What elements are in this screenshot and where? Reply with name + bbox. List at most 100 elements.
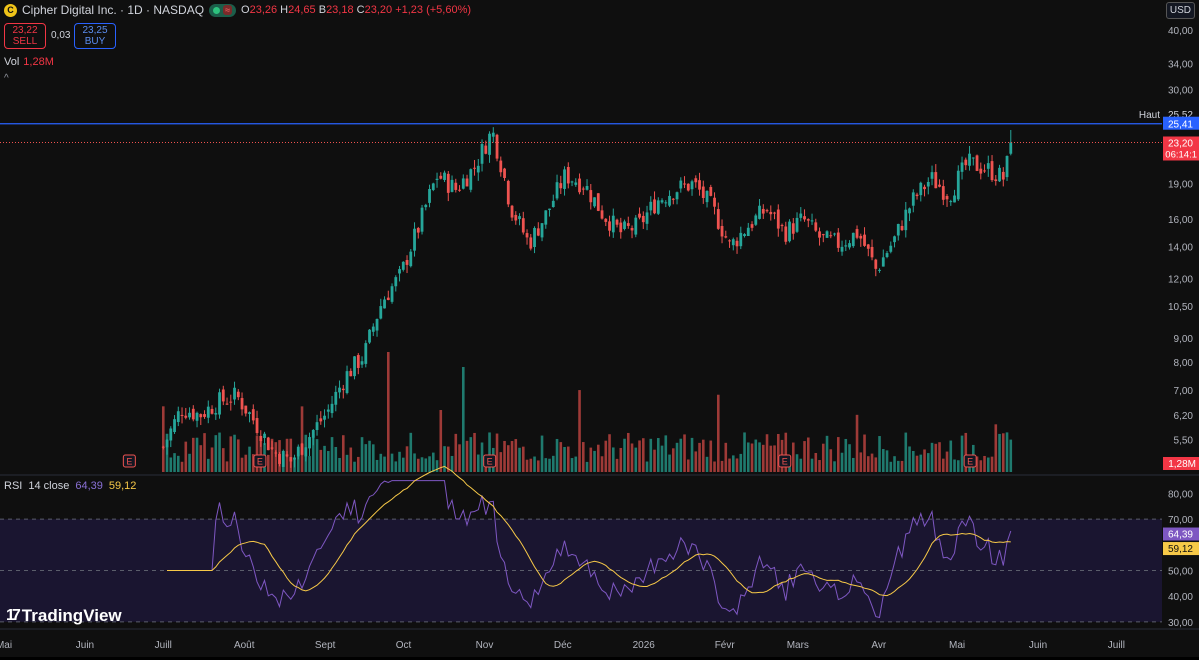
candle-body: [694, 178, 698, 183]
high-value: 25,52: [1168, 110, 1193, 121]
volume-bar: [544, 458, 548, 472]
candle: [450, 175, 454, 193]
candle-body: [371, 326, 375, 332]
candle-body: [934, 172, 938, 189]
collapse-legend-icon[interactable]: ^: [4, 73, 9, 84]
candle: [810, 213, 814, 225]
candle-body: [405, 260, 409, 265]
market-status-pill[interactable]: ≈: [209, 3, 237, 17]
candle: [165, 439, 169, 455]
price-tick-label: 16,00: [1168, 215, 1193, 226]
volume-bar: [424, 458, 428, 472]
candle-body: [203, 414, 206, 417]
candle: [908, 207, 911, 222]
candle: [844, 239, 848, 252]
candle: [765, 208, 769, 213]
tradingview-logo[interactable]: 17 TradingView: [6, 606, 122, 626]
time-tick-label: Déc: [554, 640, 572, 651]
volume-bar: [1009, 439, 1013, 472]
candle: [626, 216, 630, 229]
candle-body: [529, 237, 533, 249]
candle-body: [360, 361, 364, 365]
volume-bar: [195, 437, 199, 472]
rsi-legend[interactable]: RSI 14 close 64,39 59,12: [4, 480, 136, 492]
candle-body: [578, 178, 581, 193]
candle: [994, 175, 998, 186]
candle-body: [589, 190, 593, 203]
candle-body: [319, 418, 323, 422]
currency-button[interactable]: USD: [1165, 2, 1195, 19]
rsi-tick-label: 70,00: [1168, 515, 1193, 526]
volume-bar: [334, 446, 338, 472]
candle-body: [818, 231, 821, 238]
volume-bar: [409, 432, 413, 472]
candle-body: [893, 236, 896, 243]
candle-body: [836, 232, 840, 248]
candle: [566, 162, 570, 189]
volume-bar: [761, 444, 765, 472]
volume-bar: [296, 450, 300, 472]
price-tick-label: 19,00: [1168, 180, 1193, 191]
volume-bar: [855, 414, 859, 472]
candle: [338, 380, 341, 399]
sell-button[interactable]: 23,22 SELL: [4, 23, 46, 49]
candle-body: [180, 414, 184, 416]
candle-body: [285, 454, 289, 457]
candle-body: [428, 188, 431, 203]
ohlc-close-value: 23,20: [364, 4, 393, 16]
volume-bar: [941, 458, 945, 472]
volume-bar: [255, 435, 259, 472]
candle: [941, 179, 945, 206]
candle: [210, 405, 214, 415]
volume-bar: [851, 457, 855, 472]
candle-body: [619, 222, 623, 233]
time-tick-label: Juill: [1108, 640, 1125, 651]
candle-body: [776, 209, 780, 229]
volume-bar: [548, 458, 551, 472]
volume-bar: [641, 438, 645, 472]
volume-bar: [398, 451, 401, 472]
candle-body: [960, 162, 964, 172]
candle: [368, 329, 371, 344]
line-price-tag: [1163, 116, 1199, 130]
volume-legend[interactable]: Vol 1,28M: [4, 56, 54, 68]
volume-bar: [739, 453, 743, 472]
price-scale-area: [1162, 0, 1199, 657]
volume-bar: [593, 450, 596, 472]
volume-bar: [686, 459, 690, 472]
status-wave-icon: ≈: [223, 5, 233, 15]
buy-button[interactable]: 23,25 BUY: [74, 23, 116, 49]
candle: [705, 190, 709, 208]
candle-body: [184, 415, 188, 418]
volume-bar: [428, 456, 431, 472]
volume-bar: [173, 453, 176, 472]
volume-bar: [161, 406, 165, 472]
candle: [701, 180, 705, 204]
volume-bar: [754, 439, 758, 472]
candle: [454, 178, 458, 193]
volume-bar: [218, 432, 221, 472]
volume-bar: [758, 442, 761, 472]
candle: [825, 230, 829, 238]
volume-bar: [949, 440, 953, 472]
ohlc-high-value: 24,65: [288, 4, 316, 16]
candle-body: [176, 411, 180, 423]
symbol-logo-icon[interactable]: C: [4, 3, 17, 17]
candle: [686, 183, 690, 192]
symbol-title[interactable]: Cipher Digital Inc. · 1D · NASDAQ: [22, 3, 205, 17]
candle: [405, 255, 409, 274]
candle-body: [874, 259, 878, 269]
candle: [803, 209, 806, 222]
candle: [578, 173, 581, 195]
price-tick-label: 7,00: [1174, 386, 1194, 397]
volume-bar: [821, 443, 825, 472]
volume-bar: [315, 439, 319, 472]
time-tick-label: Sept: [315, 640, 336, 651]
candle-body: [975, 155, 979, 171]
rsi-ma-tag: [1163, 542, 1199, 556]
volume-bar: [210, 447, 214, 472]
candle-body: [739, 232, 743, 247]
candle: [769, 205, 773, 221]
